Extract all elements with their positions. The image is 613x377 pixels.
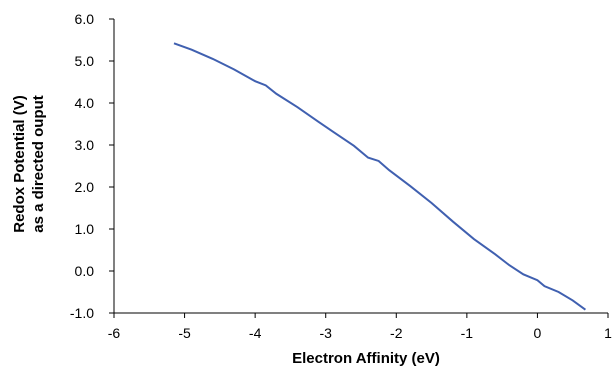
y-tick-label: 1.0 [75,221,95,237]
y-tick-label: 6.0 [75,11,95,27]
y-tick-label: -1.0 [70,305,94,321]
y-tick-label: 2.0 [75,179,95,195]
y-axis-title-line-2: as a directed ouput [30,95,47,233]
y-tick-label: 4.0 [75,95,95,111]
y-axis-title: Redox Potential (V) as a directed ouput [11,95,47,233]
y-tick-label: 0.0 [75,263,95,279]
x-axis-title: Electron Affinity (eV) [292,350,440,367]
x-tick-label: -4 [249,325,262,341]
y-tick-label: 5.0 [75,53,95,69]
x-tick-label: -6 [108,325,121,341]
x-tick-label: -2 [390,325,403,341]
x-tick-label: -3 [319,325,332,341]
x-tick-label: 1 [604,325,612,341]
x-tick-label: 0 [534,325,542,341]
series-line [173,42,587,311]
x-tick-label: -1 [461,325,474,341]
x-tick-label: -5 [178,325,191,341]
y-tick-label: 3.0 [75,137,95,153]
y-axis-title-line-1: Redox Potential (V) [11,95,28,233]
y-axis-ticks: -1.0 0.0 1.0 2.0 3.0 4.0 5.0 6.0 [70,11,114,321]
x-axis-ticks: -6 -5 -4 -3 -2 -1 0 1 [108,313,612,341]
